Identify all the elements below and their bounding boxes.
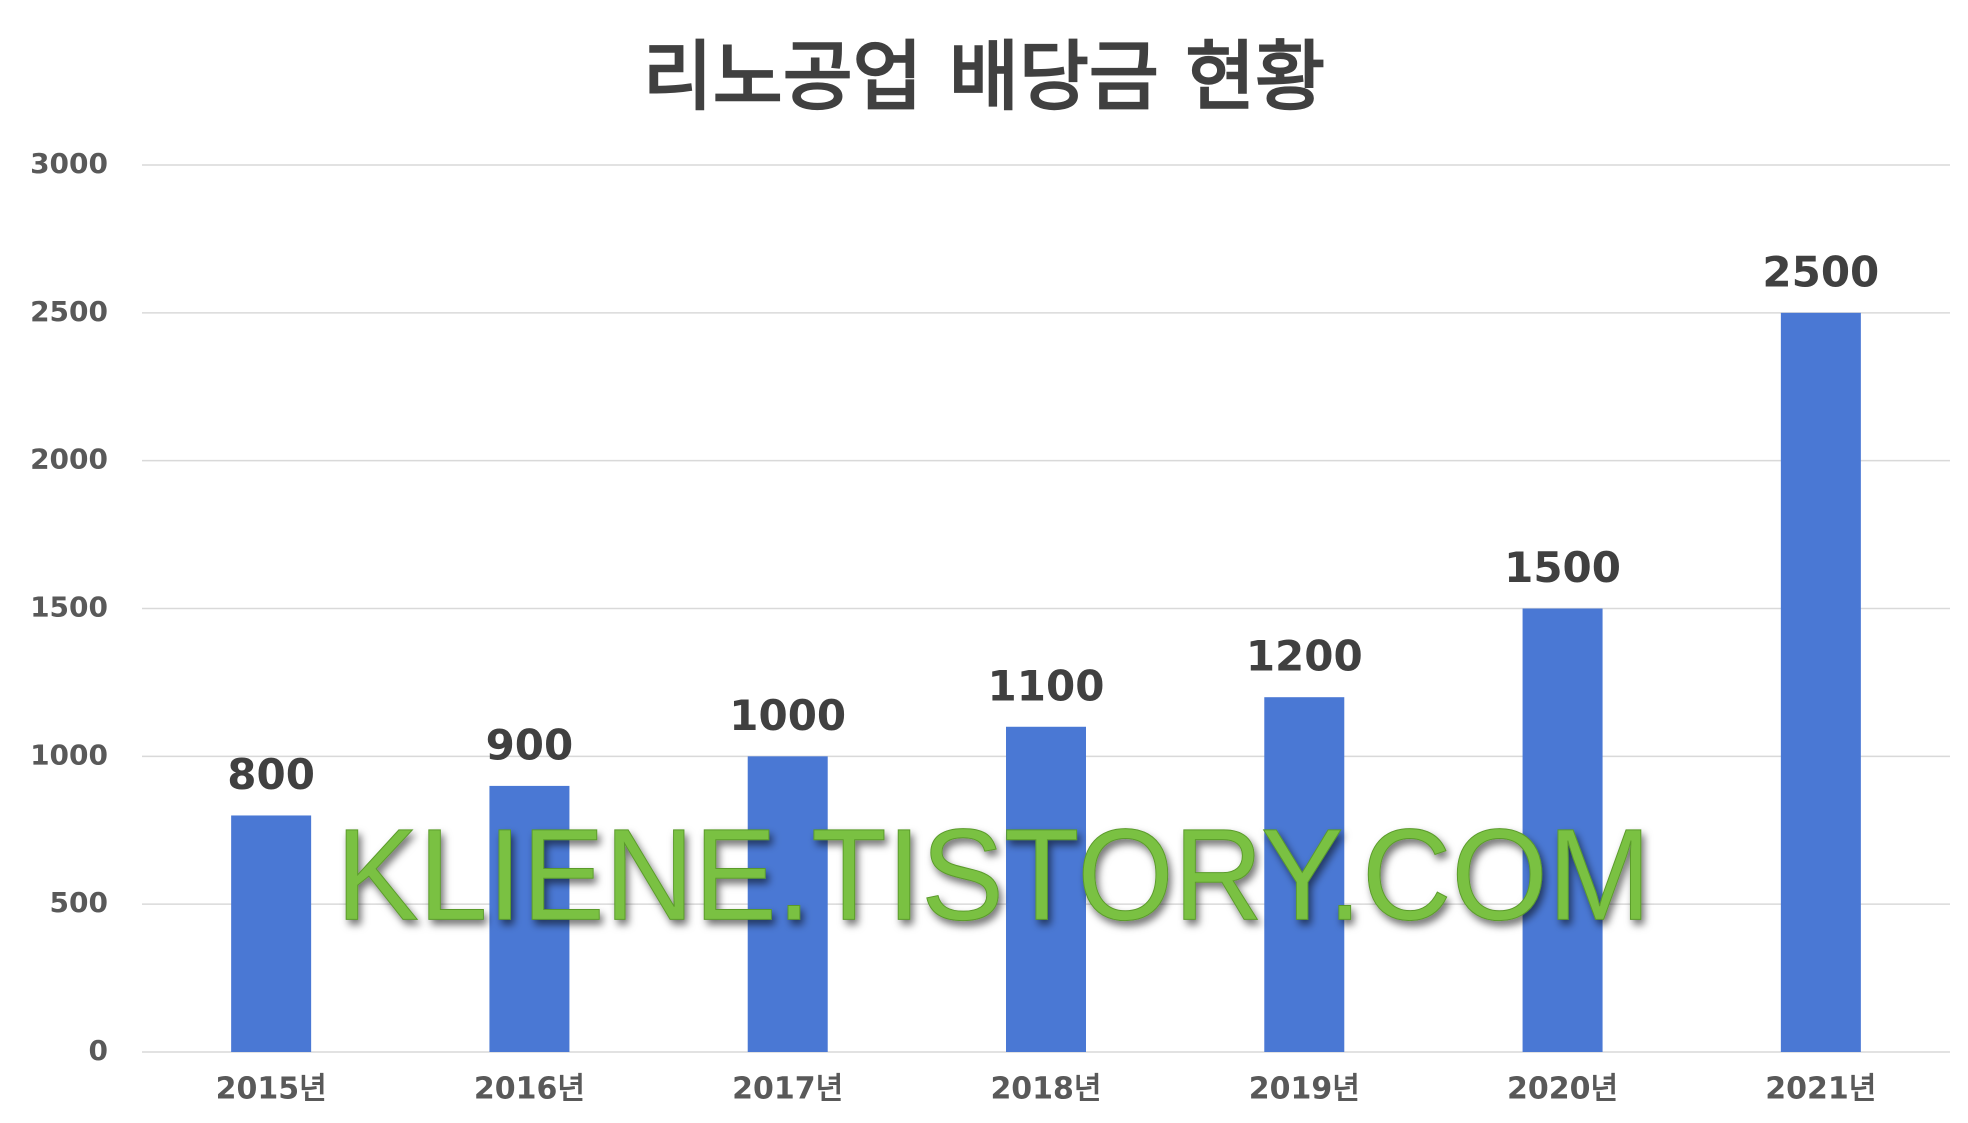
- bar: [747, 756, 828, 1052]
- x-tick-label: 2016년: [474, 1072, 585, 1107]
- data-label: 1000: [729, 691, 846, 740]
- watermark: KLIENE.TISTORY.COM: [336, 801, 1651, 947]
- y-tick-label: 1500: [30, 591, 108, 624]
- data-label: 1200: [1246, 632, 1363, 681]
- bar: [489, 785, 570, 1052]
- data-label: 1100: [988, 661, 1105, 710]
- x-tick-label: 2015년: [216, 1072, 327, 1107]
- data-label: 1500: [1504, 543, 1621, 592]
- data-label: 900: [486, 720, 574, 769]
- y-tick-label: 2500: [30, 295, 108, 328]
- y-tick-label: 1000: [30, 738, 108, 771]
- y-tick-label: 500: [50, 886, 108, 919]
- x-tick-label: 2017년: [732, 1072, 843, 1107]
- y-tick-label: 0: [89, 1034, 108, 1067]
- data-label: 2500: [1762, 247, 1879, 296]
- bar: [1522, 608, 1603, 1052]
- bar: [1006, 726, 1086, 1052]
- bar: [1780, 312, 1861, 1052]
- y-tick-label: 2000: [30, 443, 108, 476]
- x-tick-label: 2018년: [990, 1072, 1101, 1107]
- x-tick-label: 2021년: [1765, 1072, 1876, 1107]
- bar: [1264, 697, 1345, 1052]
- x-tick-label: 2019년: [1249, 1072, 1360, 1107]
- chart-title: 리노공업 배당금 현황: [643, 32, 1325, 121]
- y-tick-label: 3000: [30, 147, 108, 180]
- x-tick-label: 2020년: [1507, 1072, 1618, 1107]
- bar: [231, 815, 312, 1052]
- data-label: 800: [227, 750, 315, 799]
